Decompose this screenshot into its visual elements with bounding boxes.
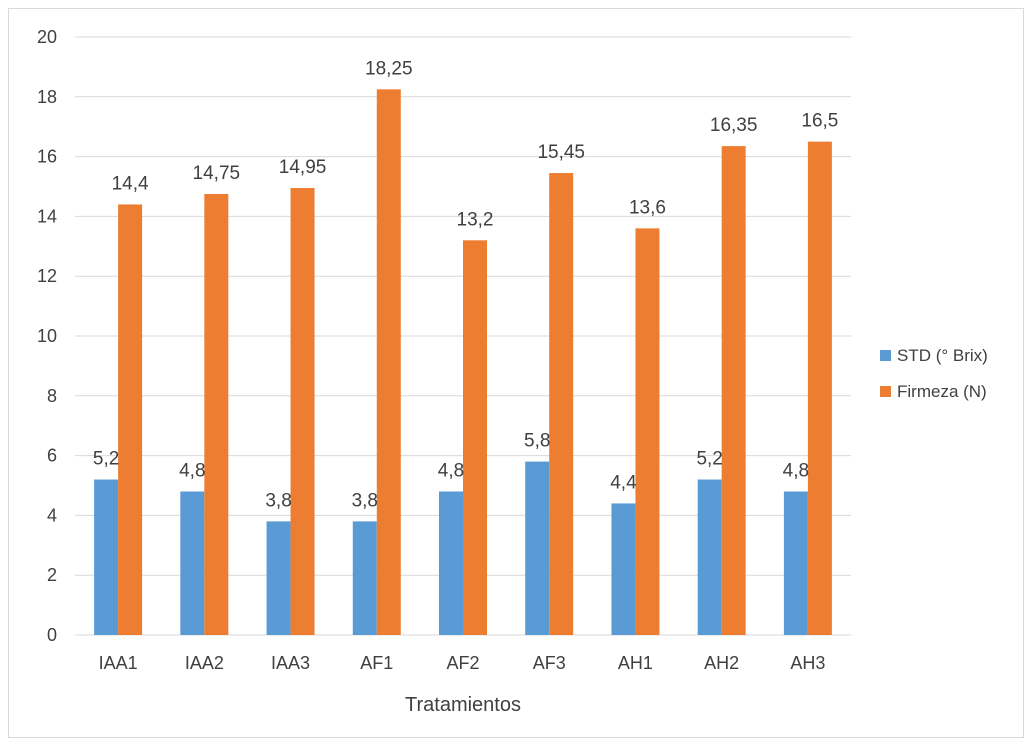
data-label: 14,95 [279,157,327,178]
bar-std [352,521,377,635]
x-category-label: AF3 [533,653,566,673]
bar-firmeza [463,240,487,635]
legend-label: Firmeza (N) [897,382,987,401]
x-axis-categories: IAA1 IAA2 IAA3 AF1 AF2 AF3 AH1 AH2 AH3 [99,653,826,673]
x-category-label: AH3 [790,653,825,673]
x-category-label: IAA3 [271,653,310,673]
data-label: 4,8 [179,460,205,481]
x-axis-title: Tratamientos [405,694,521,716]
data-label: 5,8 [524,431,550,452]
x-category-label: AH1 [618,653,653,673]
data-label: 16,35 [710,115,758,136]
data-label: 4,8 [438,460,464,481]
legend-swatch [880,350,891,361]
data-label: 18,25 [365,58,413,79]
data-label: 3,8 [265,490,291,511]
y-tick-label: 0 [47,625,57,645]
bar-std [94,479,119,635]
data-label: 4,8 [783,460,809,481]
y-tick-label: 10 [37,326,57,346]
data-label: 14,75 [193,163,241,184]
data-labels: 5,2 14,4 4,8 14,75 3,8 14,95 3,8 18,25 4,8 13,2 5,… [93,58,838,511]
y-tick-label: 4 [47,505,57,525]
bar-std [697,479,722,635]
data-label: 15,45 [537,142,585,163]
bar-firmeza [290,187,315,635]
bar-std [180,491,205,635]
y-tick-label: 12 [37,266,57,286]
x-category-label: AH2 [704,653,739,673]
data-label: 4,4 [610,472,637,493]
bar-firmeza [549,173,574,636]
data-label: 14,4 [112,173,149,194]
data-label: 3,8 [352,490,378,511]
x-category-label: IAA1 [99,653,138,673]
bar-std [525,461,550,635]
y-tick-label: 20 [37,27,57,47]
bars [94,89,832,636]
legend-swatch [880,386,891,397]
x-category-label: IAA2 [185,653,224,673]
y-tick-label: 2 [47,565,57,585]
bar-std [439,491,463,635]
bar-firmeza [635,228,660,636]
data-label: 16,5 [801,111,838,132]
bar-firmeza [118,204,143,635]
bar-firmeza [807,141,832,635]
y-tick-label: 14 [37,206,57,226]
x-category-label: AF2 [446,653,479,673]
y-tick-label: 6 [47,446,57,466]
bar-firmeza [721,146,746,635]
bar-firmeza [204,193,229,635]
y-tick-label: 16 [37,147,57,167]
data-label: 13,2 [457,209,494,230]
bar-firmeza [376,89,401,635]
bar-std [266,521,291,635]
bar-std [783,491,808,635]
chart-frame: 0 2 4 6 8 10 12 14 16 18 20 5,2 14,4 4,8 14,75 3,8 14,9… [8,8,1024,738]
bar-chart: 0 2 4 6 8 10 12 14 16 18 20 5,2 14,4 4,8 14,75 3,8 14,9… [37,27,988,716]
legend: STD (° Brix) Firmeza (N) [880,346,988,401]
y-tick-label: 8 [47,386,57,406]
data-label: 13,6 [629,197,666,218]
data-label: 5,2 [93,449,119,470]
data-label: 5,2 [696,449,722,470]
y-tick-label: 18 [37,87,57,107]
y-axis-ticks: 0 2 4 6 8 10 12 14 16 18 20 [37,27,57,645]
legend-label: STD (° Brix) [897,346,988,365]
bar-std [611,503,636,635]
x-category-label: AF1 [360,653,393,673]
